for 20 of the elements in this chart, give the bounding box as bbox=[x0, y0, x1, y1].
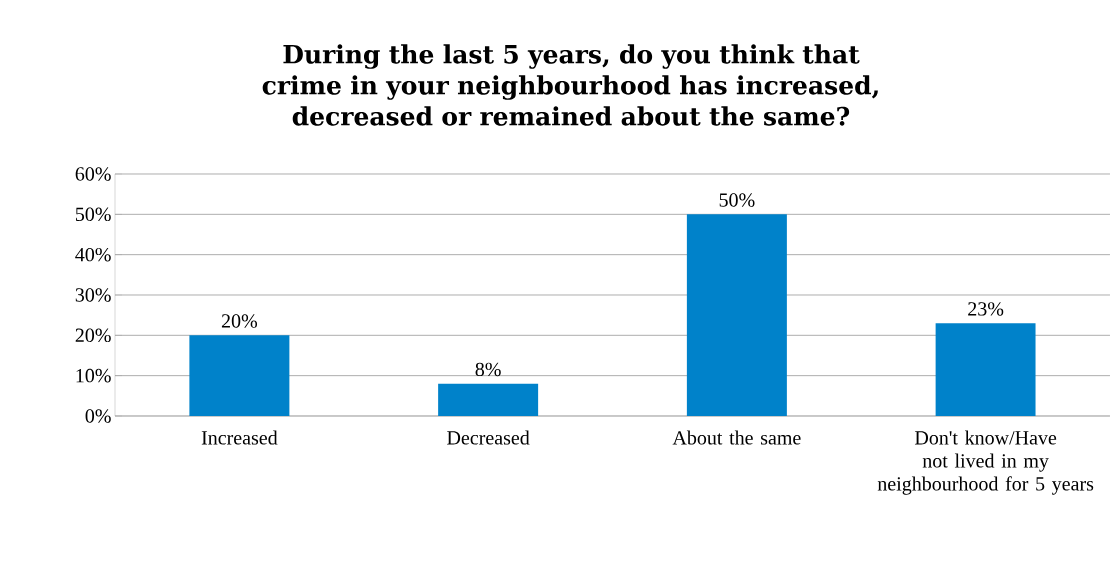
y-tick-label: 40% bbox=[75, 247, 111, 262]
chart-title: During the last 5 years, do you think that crime in your neighbourhood has increased, decreased or remained about the same? bbox=[262, 44, 878, 126]
x-tick-label: Don't know/Have not lived in my neighbourhood for 5 years bbox=[877, 430, 1094, 495]
data-label: 23% bbox=[968, 302, 1004, 316]
bar bbox=[935, 323, 1036, 416]
bar bbox=[686, 214, 787, 416]
x-tick-label: Decreased bbox=[447, 430, 530, 445]
y-tick-label: 50% bbox=[75, 207, 111, 222]
data-label: 8% bbox=[475, 362, 501, 377]
y-tick-label: 60% bbox=[75, 167, 111, 181]
bar bbox=[189, 335, 290, 416]
data-label: 50% bbox=[719, 193, 755, 207]
y-tick-label: 30% bbox=[75, 288, 111, 302]
y-tick-label: 0% bbox=[85, 409, 111, 423]
data-label: 20% bbox=[221, 314, 258, 328]
x-tick-label: About the same bbox=[672, 430, 801, 445]
x-tick-label: Increased bbox=[201, 430, 278, 445]
y-tick-label: 10% bbox=[76, 368, 111, 383]
y-tick-label: 20% bbox=[75, 328, 111, 343]
bar bbox=[438, 383, 539, 416]
